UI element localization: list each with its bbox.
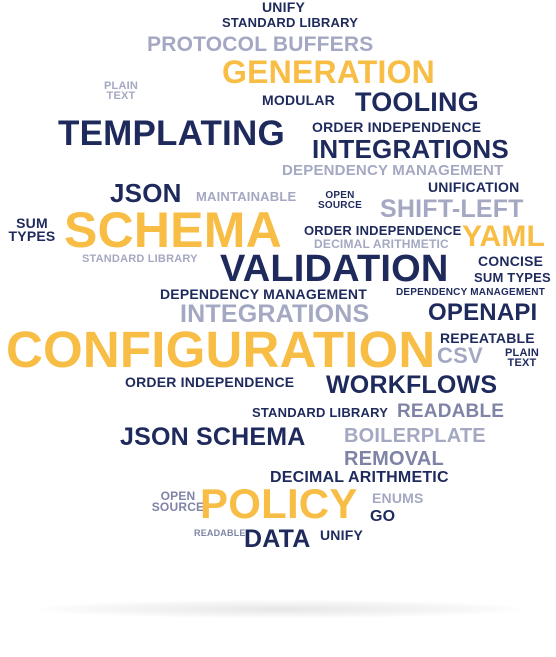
word-open-source-2: OPEN SOURCE: [151, 489, 205, 515]
word-standard-library-2: STANDARD LIBRARY: [82, 253, 198, 265]
word-sum-types: SUM TYPES: [8, 215, 56, 245]
word-maintainable: MAINTAINABLE: [196, 189, 297, 204]
word-order-independence-2: ORDER INDEPENDENCE: [304, 223, 462, 238]
word-repeatable: REPEATABLE: [440, 330, 535, 346]
word-csv: CSV: [437, 343, 483, 368]
word-openapi: OPENAPI: [428, 299, 538, 326]
word-data: DATA: [244, 525, 311, 553]
word-decimal-arithmetic-2: DECIMAL ARITHMETIC: [270, 469, 449, 486]
word-yaml: YAML: [462, 220, 546, 253]
word-unify: UNIFY: [262, 0, 305, 15]
word-removal: REMOVAL: [344, 448, 444, 470]
word-templating: TEMPLATING: [58, 114, 285, 153]
word-unification: UNIFICATION: [428, 179, 520, 195]
word-json-schema: JSON SCHEMA: [120, 423, 306, 451]
word-tooling: TOOLING: [355, 87, 479, 117]
word-sum-types-2: SUM TYPES: [474, 270, 551, 285]
word-standard-library-3: STANDARD LIBRARY: [252, 405, 389, 420]
word-open-source: OPEN SOURCE: [318, 190, 362, 211]
word-configuration: CONFIGURATION: [6, 321, 436, 378]
word-validation: VALIDATION: [220, 248, 449, 290]
word-schema: SCHEMA: [64, 202, 282, 258]
word-decimal-arithmetic: DECIMAL ARITHMETIC: [314, 237, 449, 251]
word-policy: POLICY: [200, 480, 358, 527]
word-dependency-management-2: DEPENDENCY MANAGEMENT: [160, 286, 367, 302]
word-modular: MODULAR: [262, 92, 335, 108]
ground-shadow: [40, 600, 520, 618]
word-boilerplate: BOILERPLATE: [344, 425, 486, 447]
word-integrations-2: INTEGRATIONS: [180, 300, 370, 328]
word-readable: READABLE: [397, 401, 505, 422]
word-generation: GENERATION: [222, 54, 435, 90]
word-readable-2: READABLE: [194, 528, 246, 538]
word-go: GO: [370, 508, 396, 525]
word-json: JSON: [110, 178, 182, 208]
word-order-independence-3: ORDER INDEPENDENCE: [125, 374, 295, 390]
word-enums: ENUMS: [372, 490, 424, 506]
word-unify-2: UNIFY: [320, 527, 363, 543]
word-integrations: INTEGRATIONS: [312, 134, 509, 164]
word-dependency-management: DEPENDENCY MANAGEMENT: [282, 162, 504, 179]
word-plain-text: PLAIN TEXT: [104, 80, 138, 103]
word-workflows: WORKFLOWS: [326, 371, 498, 399]
word-shift-left: SHIFT-LEFT: [380, 195, 524, 223]
word-standard-library: STANDARD LIBRARY: [222, 15, 359, 30]
word-concise: CONCISE: [478, 253, 544, 269]
word-dependency-management-3: DEPENDENCY MANAGEMENT: [396, 287, 546, 298]
word-protocol-buffers: PROTOCOL BUFFERS: [147, 33, 374, 56]
word-plain-text-2: PLAIN TEXT: [505, 347, 539, 370]
word-order-independence: ORDER INDEPENDENCE: [312, 119, 482, 135]
